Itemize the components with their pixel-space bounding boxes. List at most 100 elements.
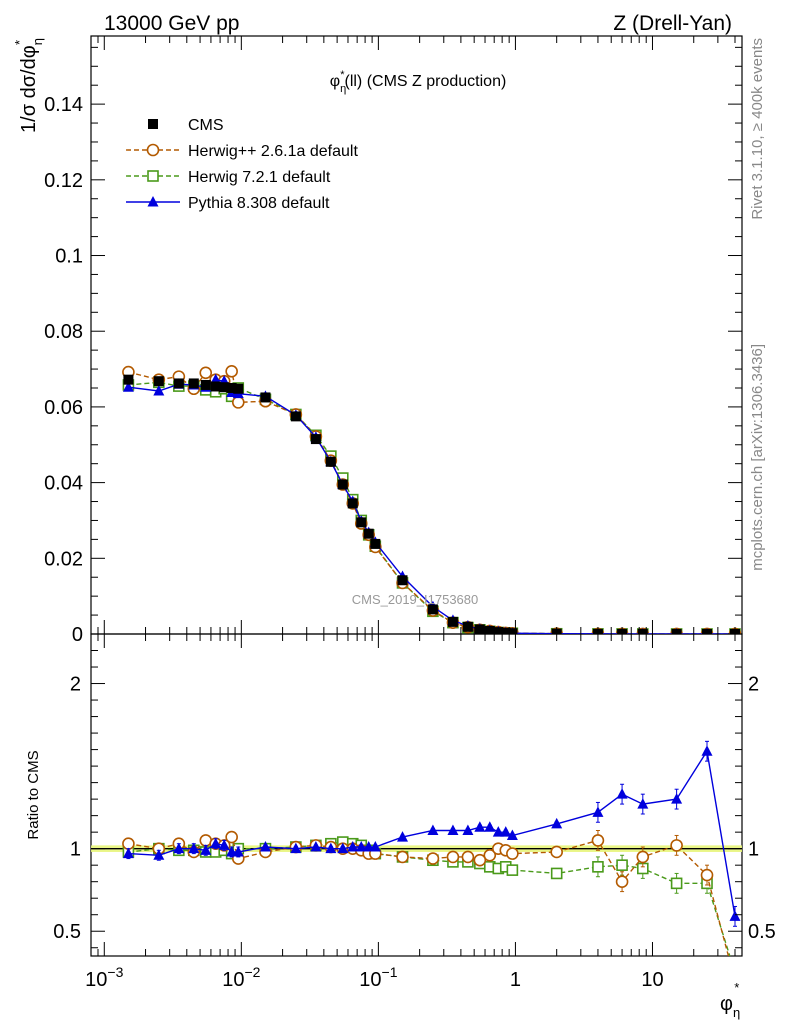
ratio-point bbox=[225, 830, 238, 844]
x-tick-label: 1 bbox=[510, 969, 521, 991]
ratio-point bbox=[462, 824, 474, 836]
ratio-point bbox=[310, 841, 322, 852]
data-point bbox=[200, 379, 211, 390]
ratio-point bbox=[369, 841, 381, 852]
ratio-point bbox=[701, 745, 713, 756]
ratio-point bbox=[173, 842, 185, 854]
ratio-point bbox=[591, 834, 605, 847]
x-tick-label: 10 bbox=[641, 969, 663, 991]
ratio-point bbox=[325, 842, 337, 854]
y-tick-label: 0.14 bbox=[44, 94, 83, 116]
ratio-point bbox=[210, 837, 222, 849]
data-point bbox=[447, 616, 458, 627]
ratio-point bbox=[218, 839, 230, 850]
ratio-point bbox=[427, 824, 439, 836]
ratio-point bbox=[122, 847, 134, 859]
ratio-point bbox=[551, 817, 563, 829]
ratio-point bbox=[637, 798, 649, 809]
data-point bbox=[356, 517, 367, 528]
plot-title: φη *(ll) (CMS Z production) bbox=[330, 69, 507, 95]
ratio-point bbox=[506, 829, 518, 840]
ratio-point bbox=[474, 821, 486, 832]
data-point bbox=[219, 382, 230, 393]
ratio-tick-label-left: 1 bbox=[70, 839, 81, 861]
ratio-point bbox=[592, 806, 604, 817]
ratio-point bbox=[615, 875, 629, 888]
ratio-point bbox=[492, 826, 504, 837]
data-point bbox=[363, 528, 374, 539]
ratio-tick-label-right: 1 bbox=[748, 839, 759, 861]
ratio-tick-label-left: 2 bbox=[70, 674, 81, 696]
plot-title-sup: * bbox=[340, 69, 345, 81]
ratio-point bbox=[259, 841, 271, 852]
x-tick-label: 10−1 bbox=[359, 964, 397, 991]
ratio-point bbox=[636, 850, 650, 864]
ratio-point bbox=[550, 867, 563, 880]
data-point bbox=[507, 628, 518, 634]
x-tick-label: 10−3 bbox=[85, 964, 123, 991]
ratio-point bbox=[484, 821, 496, 832]
x-axis-label-sup: * bbox=[734, 980, 739, 995]
ratio-point bbox=[355, 841, 367, 852]
ratio-point bbox=[616, 859, 628, 871]
ratio-point bbox=[592, 861, 604, 873]
plot-title-rest: (ll) (CMS Z production) bbox=[344, 73, 506, 90]
data-point bbox=[233, 383, 244, 394]
ratio-point bbox=[200, 844, 212, 855]
ratio-point bbox=[447, 824, 459, 836]
ratio-point bbox=[461, 850, 475, 864]
ratio-point bbox=[500, 826, 512, 837]
ratio-axis-label: Ratio to CMS bbox=[25, 750, 42, 839]
ratio-point bbox=[473, 853, 487, 867]
ratio-point bbox=[337, 842, 349, 854]
data-point bbox=[188, 378, 199, 389]
legend-item: Herwig 7.2.1 default bbox=[126, 169, 331, 186]
data-point bbox=[210, 381, 221, 392]
data-point bbox=[484, 625, 495, 634]
y-axis-label-sub: η bbox=[30, 38, 45, 45]
ratio-tick-label-right: 2 bbox=[748, 674, 759, 696]
legend-label: Herwig++ 2.6.1a default bbox=[188, 143, 358, 160]
legend-label: Pythia 8.308 default bbox=[188, 195, 330, 212]
ratio-point bbox=[122, 837, 135, 851]
ratio-point bbox=[426, 852, 440, 865]
legend-marker bbox=[147, 196, 159, 207]
data-point bbox=[637, 628, 648, 634]
ratio-plot-frame bbox=[90, 633, 743, 957]
data-point bbox=[173, 378, 184, 389]
ratio-point bbox=[188, 842, 200, 854]
y-tick-label: 0.12 bbox=[44, 170, 83, 192]
ratio-point bbox=[700, 868, 714, 882]
x-tick-label: 10−2 bbox=[222, 964, 260, 991]
ratio-point bbox=[730, 968, 740, 978]
data-point bbox=[493, 627, 504, 634]
ratio-point bbox=[506, 864, 519, 876]
data-point bbox=[123, 374, 134, 385]
data-point bbox=[462, 621, 473, 632]
data-point bbox=[153, 385, 165, 396]
legend-item: CMS bbox=[148, 117, 224, 134]
ratio-point bbox=[347, 841, 359, 852]
plot-title-main: φ bbox=[330, 73, 340, 90]
data-point bbox=[122, 381, 134, 392]
ratio-point bbox=[670, 877, 683, 890]
ratio-tick-label-right: 0.5 bbox=[748, 921, 776, 943]
x-axis-label-sub: η bbox=[733, 1005, 740, 1020]
header-right: Z (Drell-Yan) bbox=[613, 12, 732, 35]
ratio-point bbox=[446, 850, 460, 864]
ratio-point bbox=[729, 910, 741, 921]
ratio-point bbox=[506, 847, 519, 860]
legend-label: Herwig 7.2.1 default bbox=[188, 169, 331, 186]
legend-item: Herwig++ 2.6.1a default bbox=[126, 143, 358, 160]
ratio-line bbox=[128, 749, 736, 917]
data-point bbox=[427, 604, 438, 615]
data-point bbox=[153, 376, 164, 387]
watermark: CMS_2019_I1753680 bbox=[352, 592, 479, 607]
data-point bbox=[231, 396, 245, 409]
y-tick-label: 0.04 bbox=[44, 473, 83, 495]
ratio-point bbox=[290, 842, 302, 854]
data-point bbox=[370, 538, 381, 549]
data-point bbox=[500, 627, 511, 634]
ratio-point bbox=[483, 848, 497, 862]
